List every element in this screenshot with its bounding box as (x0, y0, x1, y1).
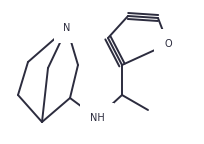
Text: O: O (164, 39, 172, 49)
Text: N: N (63, 23, 71, 33)
Text: NH: NH (90, 113, 104, 123)
